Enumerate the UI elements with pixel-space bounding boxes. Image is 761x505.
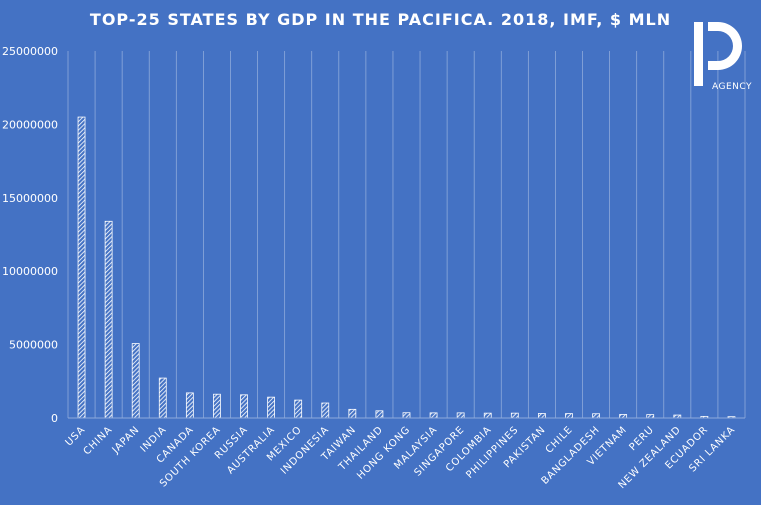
bar-hong-kong xyxy=(402,412,411,419)
chart-title: TOP-25 STATES BY GDP IN THE PACIFICA. 20… xyxy=(89,10,672,29)
bar-colombia xyxy=(483,412,492,419)
y-tick-label: 20000000 xyxy=(2,118,58,131)
bar-japan xyxy=(131,343,140,419)
x-tick-label: USA xyxy=(64,424,88,448)
y-tick-label: 0 xyxy=(51,412,58,425)
y-tick-label: 15000000 xyxy=(2,192,58,205)
bar-india xyxy=(158,377,167,419)
bar-philippines xyxy=(510,412,519,419)
bar-indonesia xyxy=(321,402,330,419)
bar-china xyxy=(104,220,113,419)
bar-usa xyxy=(77,116,86,419)
bar-peru xyxy=(646,414,655,419)
bar-malaysia xyxy=(429,412,438,419)
bar-south-korea xyxy=(213,393,221,419)
bar-canada xyxy=(185,392,194,419)
y-tick-label: 10000000 xyxy=(2,265,58,278)
bar-australia xyxy=(267,396,276,419)
bar-chile xyxy=(565,413,573,419)
bar-mexico xyxy=(294,399,303,419)
bar-thailand xyxy=(375,410,384,419)
bar-bangladesh xyxy=(592,413,600,419)
bar-vietnam xyxy=(619,414,628,419)
bar-singapore xyxy=(456,412,465,419)
x-tick-label: CHINA xyxy=(82,424,115,457)
y-tick-label: 5000000 xyxy=(9,339,58,352)
x-tick-label: JAPAN xyxy=(110,424,142,456)
bar-pakistan xyxy=(538,413,546,419)
agency-logo xyxy=(694,22,742,86)
bar-taiwan xyxy=(348,408,357,419)
logo-text: AGENCY xyxy=(712,82,753,92)
bar-russia xyxy=(240,394,248,419)
y-tick-label: 25000000 xyxy=(2,45,58,58)
